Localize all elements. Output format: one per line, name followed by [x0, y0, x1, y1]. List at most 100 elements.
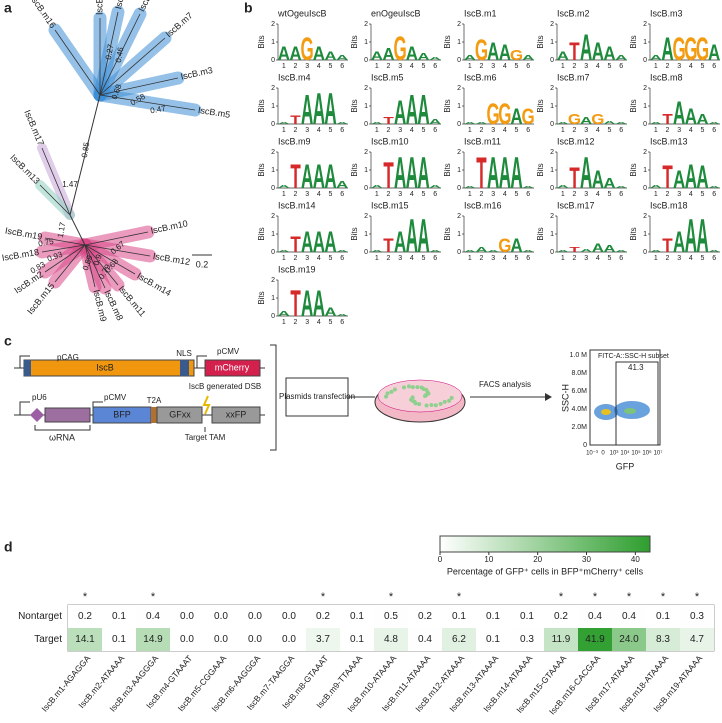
logo-letter: A [371, 250, 384, 253]
x-tick-label: 5 [701, 127, 705, 134]
branch [39, 184, 71, 216]
logo-letter: G [673, 33, 686, 68]
x-tick-label: 2 [387, 191, 391, 198]
y-tick-label: 1 [550, 231, 554, 238]
y-tick-label: 2 [364, 85, 368, 92]
logo-letter: A [557, 184, 569, 190]
label: Target TAM [185, 433, 226, 442]
x-tick-label: 4 [410, 191, 414, 198]
label: FACS analysis [479, 380, 531, 389]
y-tick-label: 0 [271, 185, 275, 192]
logo-letter: A [580, 115, 592, 126]
logo-letter: A [685, 156, 697, 195]
branch [99, 37, 166, 96]
x-tick-label: 2 [573, 255, 577, 262]
y-tick-label: 0 [643, 249, 647, 256]
cell-label: 0.0 [282, 634, 296, 645]
y-tick-label: 0 [364, 185, 368, 192]
x-tick-label: 0 [601, 451, 605, 457]
label: ωRNA [49, 432, 75, 442]
colorbar-tick-label: 10 [484, 555, 493, 564]
heat-cell [544, 628, 578, 651]
logo-letter: T [662, 161, 673, 196]
nls-box [180, 360, 189, 376]
heat-cell [136, 605, 170, 628]
logo-letter: A [278, 250, 291, 253]
y-tick-label: 0 [364, 57, 368, 64]
y-tick-label: 2 [643, 149, 647, 156]
x-tick-label: 3 [398, 255, 402, 262]
logo-letter: A [603, 42, 615, 64]
logo-letter: A [336, 53, 349, 61]
logo-letter: A [406, 150, 418, 199]
cell [392, 387, 397, 392]
logo-letter: A [313, 284, 325, 325]
x-tick-label: 1 [654, 63, 658, 70]
x-tick-label: 1 [282, 255, 286, 262]
cell-label: 11.9 [552, 634, 571, 645]
branch [99, 77, 179, 96]
x-tick-label: 4 [503, 191, 507, 198]
significance: * [321, 591, 326, 603]
x-tick-label: 10⁷ [654, 450, 663, 457]
y-tick-label: 2 [457, 85, 461, 92]
axis-label: Bits [629, 227, 638, 240]
logo-letter: T [290, 114, 300, 127]
branch-value: 0.9 [92, 253, 104, 267]
cell-label: 0.4 [146, 611, 160, 622]
logo-letter: A [289, 42, 301, 64]
logo-letter: A [429, 117, 442, 125]
gfxx-box [156, 406, 203, 424]
x-tick-label: 4 [596, 127, 600, 134]
y-tick-label: 4.0M [571, 406, 587, 413]
branch [99, 11, 119, 96]
significance: * [457, 591, 462, 603]
heat-cell [68, 605, 102, 628]
x-tick-label: 1 [282, 319, 286, 326]
y-tick-label: 0 [364, 121, 368, 128]
logo-letter: A [313, 42, 325, 64]
y-tick-label: 2 [271, 149, 275, 156]
logo-title: IscB.m10 [371, 136, 409, 146]
heat-cell [204, 628, 238, 651]
logo-letter: A [371, 122, 384, 125]
x-tick-label: 3 [305, 191, 309, 198]
x-tick-label: 10⁵ [631, 450, 641, 457]
heat-cell [272, 605, 306, 628]
x-tick-label: 3 [677, 191, 681, 198]
y-tick-label: 2 [550, 149, 554, 156]
y-tick-label: 1 [364, 39, 368, 46]
logo-letter: A [580, 150, 592, 199]
leaf-label: IscB.m18 [1, 247, 40, 263]
x-tick-label: 2 [294, 255, 298, 262]
x-tick-label: 2 [573, 191, 577, 198]
x-tick-label: 2 [387, 127, 391, 134]
heat-cell [306, 628, 340, 651]
significance: * [661, 591, 666, 603]
y-tick-label: 1.0 M [569, 352, 587, 359]
x-tick-label: 3 [398, 191, 402, 198]
heat-cell [578, 628, 612, 651]
leaf-label: IscB.m3 [180, 65, 214, 82]
x-tick-label: 3 [305, 319, 309, 326]
logo-letter: A [417, 51, 429, 62]
logo-letter: A [336, 179, 348, 190]
y-tick-label: 1 [271, 231, 275, 238]
x-tick-label: 1 [468, 191, 472, 198]
x-tick-label: 1 [375, 63, 379, 70]
x-tick-label: 6 [340, 319, 344, 326]
leaf-label: IscB.m16 [28, 0, 58, 30]
branch [44, 237, 86, 246]
logo-letter: A [371, 50, 384, 63]
logo-letter: G [487, 98, 500, 131]
density-core [601, 409, 611, 415]
branch-value: 0.47 [149, 104, 166, 116]
y-tick-label: 2 [457, 21, 461, 28]
x-tick-label: 3 [398, 63, 402, 70]
x-tick-label: 6 [433, 63, 437, 70]
x-tick-label: 6 [526, 191, 530, 198]
label: IscB generated DSB [189, 382, 261, 391]
logo-letter: A [324, 156, 336, 195]
promoter-arrow [19, 401, 30, 415]
